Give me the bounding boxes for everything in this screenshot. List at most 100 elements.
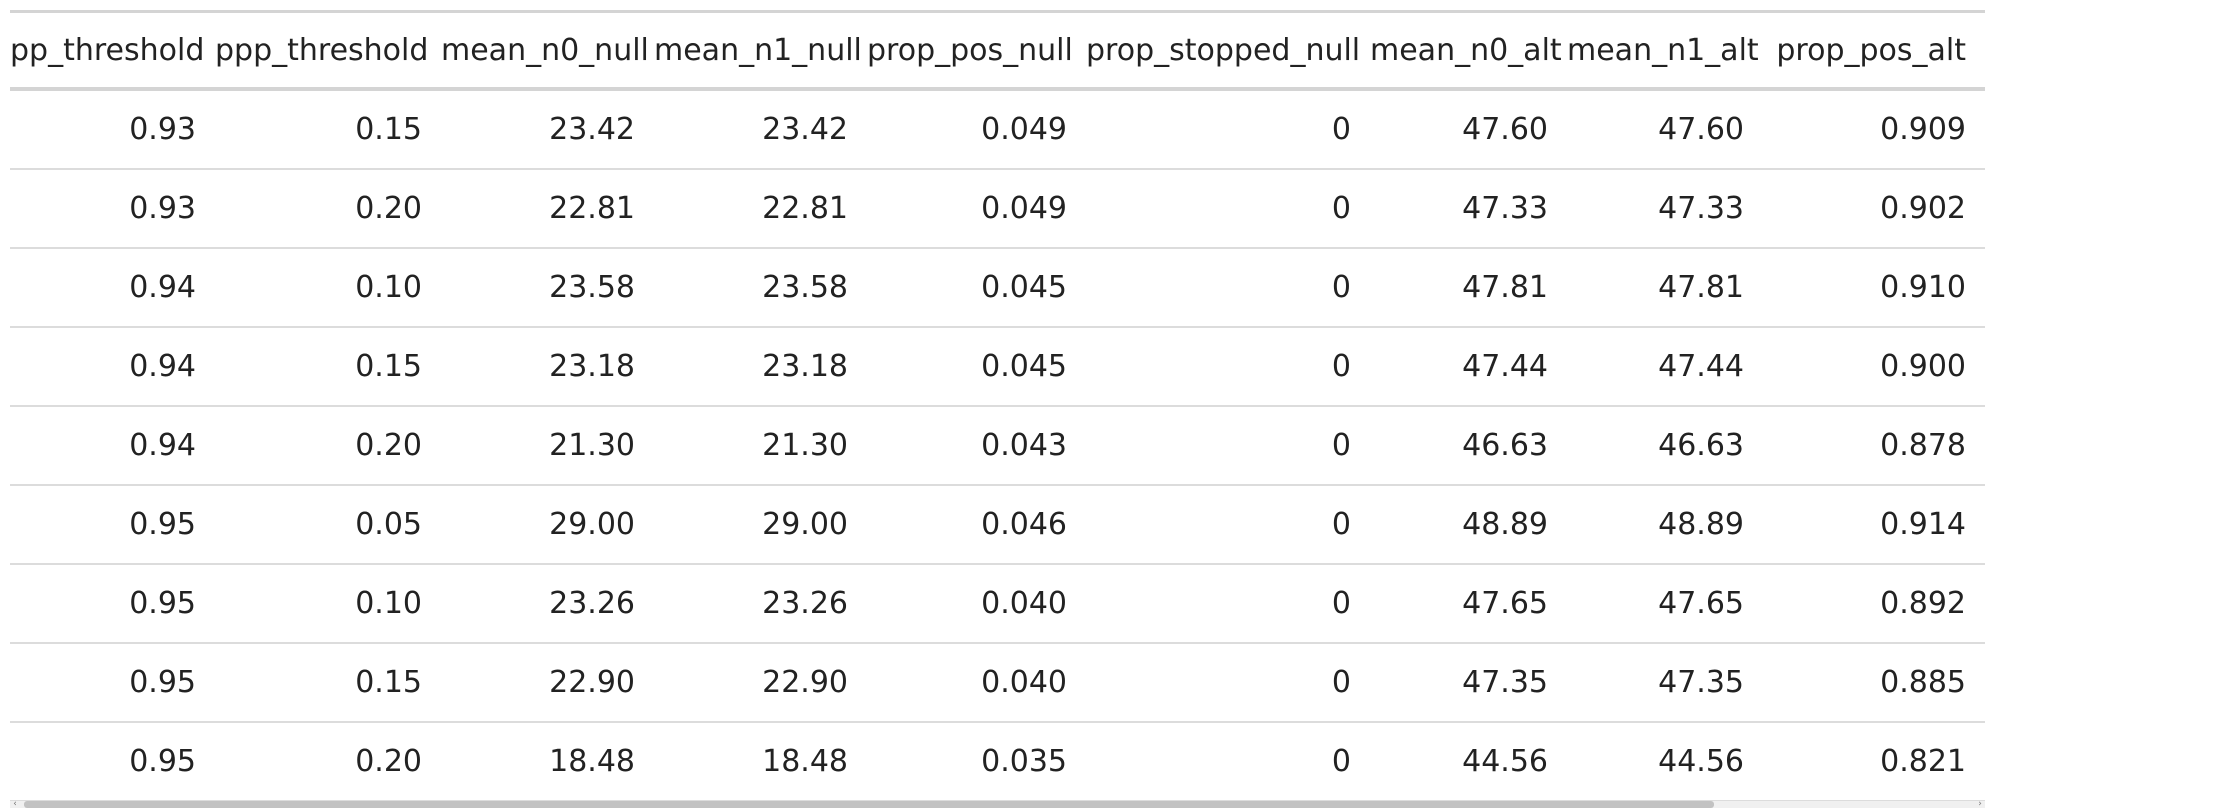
column-header-prop-stopped-null[interactable]: prop_stopped_null <box>1086 13 1370 91</box>
table-cell: 22.90 <box>654 643 867 723</box>
table-cell: 0.049 <box>867 89 1086 170</box>
table-cell: 0.910 <box>1763 248 1985 328</box>
table-cell: 47.81 <box>1370 248 1567 328</box>
table-top-border <box>10 10 1985 13</box>
results-table-container: pp_threshold ppp_threshold mean_n0_null … <box>10 10 1985 808</box>
table-cell: 0.95 <box>10 722 215 802</box>
table-cell: 0 <box>1086 248 1370 328</box>
table-cell: 22.90 <box>441 643 654 723</box>
table-cell: 47.44 <box>1370 327 1567 407</box>
table-cell: 0.10 <box>215 248 441 328</box>
table-cell: 0.040 <box>867 643 1086 723</box>
table-row: 0.93 0.20 22.81 22.81 0.049 0 47.33 47.3… <box>10 169 1985 249</box>
table-row: 0.94 0.10 23.58 23.58 0.045 0 47.81 47.8… <box>10 248 1985 328</box>
table-cell: 47.35 <box>1370 643 1567 723</box>
table-row: 0.95 0.10 23.26 23.26 0.040 0 47.65 47.6… <box>10 564 1985 644</box>
table-cell: 0.885 <box>1763 643 1985 723</box>
table-cell: 0.914 <box>1763 485 1985 565</box>
table-cell: 23.18 <box>441 327 654 407</box>
table-cell: 18.48 <box>441 722 654 802</box>
scrollbar-thumb[interactable] <box>24 801 1714 808</box>
table-cell: 21.30 <box>441 406 654 486</box>
column-header-pp-threshold[interactable]: pp_threshold <box>10 13 215 91</box>
table-cell: 44.56 <box>1370 722 1567 802</box>
table-cell: 0.10 <box>215 564 441 644</box>
table-cell: 21.30 <box>654 406 867 486</box>
table-cell: 47.44 <box>1567 327 1763 407</box>
table-cell: 23.18 <box>654 327 867 407</box>
table-cell: 44.56 <box>1567 722 1763 802</box>
table-cell: 0 <box>1086 722 1370 802</box>
results-table: pp_threshold ppp_threshold mean_n0_null … <box>10 13 1985 802</box>
table-cell: 0 <box>1086 485 1370 565</box>
horizontal-scrollbar[interactable]: ‹ › <box>10 799 1985 809</box>
table-cell: 0.95 <box>10 564 215 644</box>
table-cell: 0.909 <box>1763 89 1985 170</box>
table-cell: 0.94 <box>10 327 215 407</box>
table-cell: 46.63 <box>1567 406 1763 486</box>
table-cell: 47.81 <box>1567 248 1763 328</box>
table-row: 0.95 0.20 18.48 18.48 0.035 0 44.56 44.5… <box>10 722 1985 802</box>
table-cell: 0.20 <box>215 169 441 249</box>
column-header-prop-pos-alt[interactable]: prop_pos_alt <box>1763 13 1985 91</box>
table-cell: 29.00 <box>654 485 867 565</box>
table-cell: 48.89 <box>1567 485 1763 565</box>
table-cell: 23.26 <box>441 564 654 644</box>
table-cell: 0.878 <box>1763 406 1985 486</box>
table-cell: 0 <box>1086 327 1370 407</box>
table-cell: 0.821 <box>1763 722 1985 802</box>
table-cell: 0.043 <box>867 406 1086 486</box>
table-cell: 0 <box>1086 169 1370 249</box>
table-cell: 48.89 <box>1370 485 1567 565</box>
table-cell: 46.63 <box>1370 406 1567 486</box>
table-cell: 0.05 <box>215 485 441 565</box>
table-cell: 0.046 <box>867 485 1086 565</box>
table-cell: 23.42 <box>441 89 654 170</box>
table-cell: 22.81 <box>654 169 867 249</box>
table-cell: 0.902 <box>1763 169 1985 249</box>
table-cell: 0.94 <box>10 248 215 328</box>
table-cell: 47.60 <box>1370 89 1567 170</box>
table-cell: 0.049 <box>867 169 1086 249</box>
column-header-mean-n0-alt[interactable]: mean_n0_alt <box>1370 13 1567 91</box>
table-cell: 23.58 <box>441 248 654 328</box>
table-cell: 0.045 <box>867 327 1086 407</box>
table-body: 0.93 0.15 23.42 23.42 0.049 0 47.60 47.6… <box>10 89 1985 802</box>
table-cell: 0.93 <box>10 169 215 249</box>
table-cell: 0 <box>1086 406 1370 486</box>
scroll-left-arrow-icon[interactable]: ‹ <box>13 799 17 809</box>
table-cell: 0.900 <box>1763 327 1985 407</box>
column-header-mean-n1-alt[interactable]: mean_n1_alt <box>1567 13 1763 91</box>
table-cell: 22.81 <box>441 169 654 249</box>
table-cell: 0 <box>1086 643 1370 723</box>
table-cell: 0.95 <box>10 485 215 565</box>
table-cell: 23.58 <box>654 248 867 328</box>
column-header-mean-n1-null[interactable]: mean_n1_null <box>654 13 867 91</box>
table-cell: 0.93 <box>10 89 215 170</box>
table-cell: 0.94 <box>10 406 215 486</box>
table-cell: 0 <box>1086 564 1370 644</box>
column-header-mean-n0-null[interactable]: mean_n0_null <box>441 13 654 91</box>
table-cell: 0.95 <box>10 643 215 723</box>
table-cell: 47.60 <box>1567 89 1763 170</box>
table-cell: 0.040 <box>867 564 1086 644</box>
table-cell: 47.33 <box>1370 169 1567 249</box>
table-cell: 29.00 <box>441 485 654 565</box>
table-cell: 0.035 <box>867 722 1086 802</box>
table-row: 0.95 0.05 29.00 29.00 0.046 0 48.89 48.8… <box>10 485 1985 565</box>
table-header: pp_threshold ppp_threshold mean_n0_null … <box>10 13 1985 91</box>
table-cell: 0.20 <box>215 406 441 486</box>
table-cell: 23.26 <box>654 564 867 644</box>
column-header-prop-pos-null[interactable]: prop_pos_null <box>867 13 1086 91</box>
column-header-ppp-threshold[interactable]: ppp_threshold <box>215 13 441 91</box>
table-row: 0.95 0.15 22.90 22.90 0.040 0 47.35 47.3… <box>10 643 1985 723</box>
table-cell: 0 <box>1086 89 1370 170</box>
table-cell: 0.045 <box>867 248 1086 328</box>
table-cell: 0.20 <box>215 722 441 802</box>
table-cell: 47.35 <box>1567 643 1763 723</box>
table-cell: 47.65 <box>1370 564 1567 644</box>
table-cell: 47.33 <box>1567 169 1763 249</box>
scroll-right-arrow-icon[interactable]: › <box>1978 799 1982 809</box>
table-row: 0.94 0.20 21.30 21.30 0.043 0 46.63 46.6… <box>10 406 1985 486</box>
table-cell: 18.48 <box>654 722 867 802</box>
